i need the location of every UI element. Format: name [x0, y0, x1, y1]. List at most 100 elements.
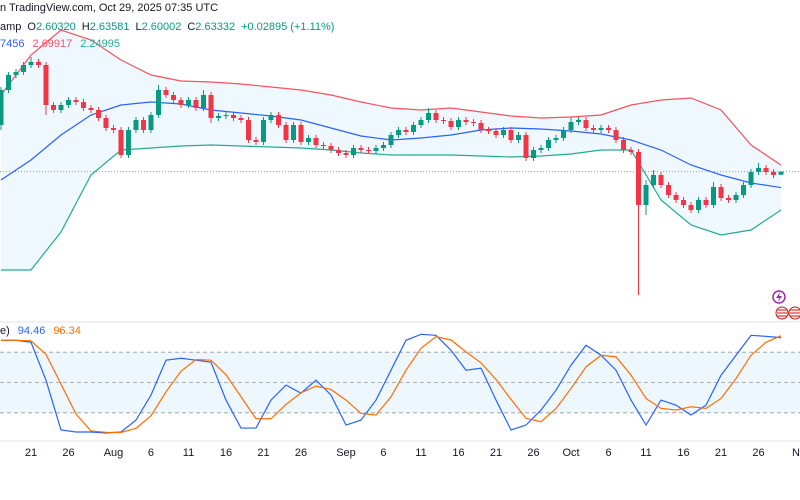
candle-body — [230, 115, 236, 118]
candle-body — [223, 115, 229, 116]
x-tick-label: 26 — [62, 447, 74, 459]
x-tick-label: 21 — [25, 447, 37, 459]
candle-body — [260, 120, 266, 142]
candle-body — [193, 100, 199, 108]
ohlc-value: 2.63332 — [195, 21, 235, 33]
candle-body — [651, 175, 657, 185]
candle-body — [58, 105, 64, 110]
candle-body — [546, 140, 552, 148]
candle-body — [621, 140, 627, 150]
candle-body — [523, 135, 529, 158]
x-tick-label: 21 — [715, 447, 727, 459]
flag-stripes — [777, 309, 800, 317]
stoch-line — [0, 335, 782, 434]
candle-body — [140, 120, 146, 130]
x-tick-label: 16 — [220, 447, 232, 459]
candle-body — [658, 175, 664, 185]
candle-body — [531, 150, 537, 158]
band-value: 2.69917 — [32, 38, 72, 50]
candle-body — [0, 90, 4, 125]
x-tick-label: 26 — [752, 447, 764, 459]
x-tick-label: 11 — [640, 447, 651, 459]
candle-body — [163, 90, 169, 95]
candle-body — [688, 205, 694, 210]
candle-body — [748, 172, 754, 185]
candle-body — [125, 130, 131, 155]
candle-body — [395, 130, 401, 135]
candle-body — [103, 118, 109, 128]
stoch-legend: e) 94.46 96.34 — [0, 325, 81, 337]
side-icons — [772, 290, 800, 320]
candle-body — [606, 128, 612, 130]
candle-body — [133, 120, 139, 130]
candle-body — [95, 110, 101, 118]
candle-body — [238, 118, 244, 120]
candle-body — [170, 95, 176, 100]
candle-body — [576, 120, 582, 122]
candle-body — [403, 130, 409, 132]
symbol: amp — [0, 21, 21, 33]
x-tick-label: 21 — [257, 447, 269, 459]
candle-body — [350, 148, 356, 155]
candle-body — [456, 120, 462, 127]
candle-body — [320, 145, 326, 146]
candle-body — [636, 152, 642, 205]
source-text: n TradingView.com, Oct 29, 2025 07:35 UT… — [0, 2, 218, 14]
candle-body — [726, 198, 732, 200]
ohlc-value: 2.60002 — [142, 21, 182, 33]
candle-body — [463, 120, 469, 122]
band-value: 2.24995 — [80, 38, 120, 50]
candle-body — [328, 146, 334, 150]
candle-body — [508, 130, 514, 140]
band-value: 7456 — [0, 38, 24, 50]
candle-body — [486, 130, 492, 131]
candle-body — [583, 120, 589, 128]
x-tick-label: Sep — [336, 447, 356, 459]
candle-body — [778, 171, 784, 175]
x-tick-label: Aug — [104, 447, 124, 459]
candle-body — [335, 150, 341, 153]
candle-body — [245, 120, 251, 140]
candle-body — [628, 150, 634, 152]
candle-body — [20, 65, 26, 72]
candle-body — [343, 153, 349, 155]
candle-body — [88, 108, 94, 110]
ohlc-key: C — [187, 21, 195, 33]
candle-body — [118, 130, 124, 155]
candle-body — [568, 122, 574, 130]
x-tick-label: 16 — [452, 447, 464, 459]
candle-body — [756, 168, 762, 172]
candle-body — [148, 115, 154, 130]
candle-body — [733, 195, 739, 200]
stoch-value: 94.46 — [18, 325, 46, 337]
ohlc-key: O — [27, 21, 36, 33]
candle-body — [703, 200, 709, 205]
stoch-value: 96.34 — [53, 325, 81, 337]
candle-body — [200, 95, 206, 108]
x-tick-label: N — [792, 447, 800, 459]
candle-body — [208, 95, 214, 118]
stoch-line — [0, 333, 782, 434]
candle-body — [561, 130, 567, 138]
candle-body — [598, 128, 604, 130]
candle-body — [718, 187, 724, 198]
candle-body — [313, 138, 319, 145]
candle-body — [478, 123, 484, 130]
candle-body — [666, 185, 672, 195]
candle-body — [283, 125, 289, 140]
x-tick-label: 11 — [183, 447, 194, 459]
candle-body — [643, 185, 649, 205]
x-tick-label: 16 — [677, 447, 689, 459]
candle-body — [35, 62, 41, 65]
candle-body — [275, 115, 281, 125]
candle-body — [50, 105, 56, 110]
candle-body — [441, 120, 447, 121]
candle-body — [426, 113, 432, 120]
candle-body — [613, 130, 619, 140]
candle-body — [538, 148, 544, 150]
candle-body — [493, 131, 499, 135]
candle-body — [471, 122, 477, 123]
